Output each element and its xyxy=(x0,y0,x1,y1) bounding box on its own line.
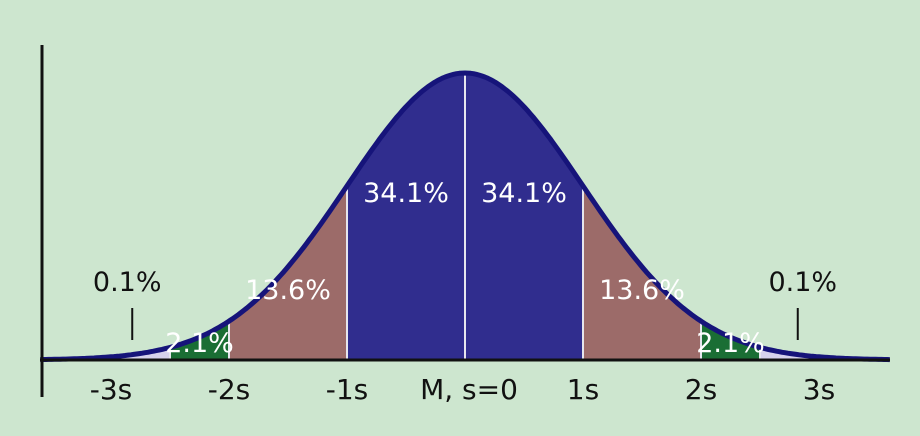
tick-label-3s: -3s xyxy=(90,373,133,406)
tail-label-right: 0.1% xyxy=(768,267,837,298)
bell-curve xyxy=(40,70,890,363)
segment-area-7 xyxy=(760,347,890,360)
tail-label-left: 0.1% xyxy=(93,267,162,298)
tick-label-1s: 1s xyxy=(567,373,599,406)
segment-label-2-1-1: 2.1% xyxy=(165,328,234,359)
segment-labels: 2.1% 13.6% 34.1% 34.1% 13.6% 2.1% xyxy=(165,178,765,359)
x-axis-ticks: -3s -2s -1s M, s=0 1s 2s 3s xyxy=(90,373,835,406)
tick-label-3s: 3s xyxy=(803,373,835,406)
tick-label-2s: 2s xyxy=(685,373,717,406)
tick-label-1s: -1s xyxy=(326,373,369,406)
tail-annotations: 0.1% 0.1% xyxy=(93,267,837,340)
segment-area-3 xyxy=(347,73,465,360)
segment-label-2-1-6: 2.1% xyxy=(696,328,765,359)
tick-label-m-s-0: M, s=0 xyxy=(420,373,518,406)
segment-label-34-1-3: 34.1% xyxy=(363,178,449,209)
segment-label-13-6-2: 13.6% xyxy=(245,275,331,306)
tick-label-2s: -2s xyxy=(208,373,251,406)
segment-label-34-1-4: 34.1% xyxy=(481,178,567,209)
segment-area-4 xyxy=(465,73,583,360)
segment-area-0 xyxy=(40,347,171,360)
segment-label-13-6-5: 13.6% xyxy=(599,275,685,306)
